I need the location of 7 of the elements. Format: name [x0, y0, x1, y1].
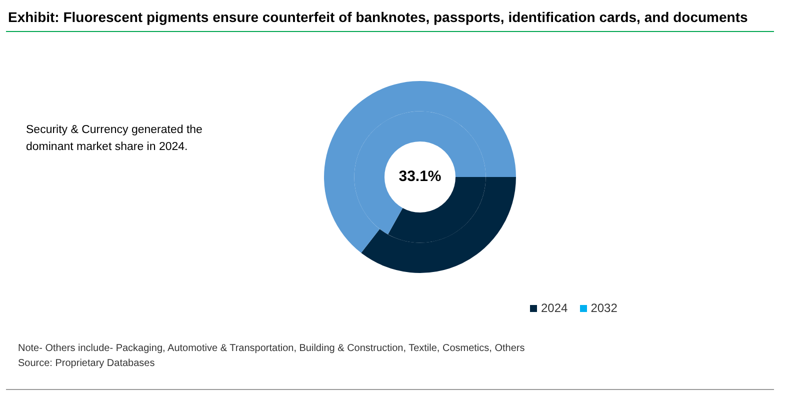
chart-title: Exhibit: Fluorescent pigments ensure counterfeit of banknotes, passports, identification cards, and documents [8, 9, 748, 25]
text: 33.1% [398, 168, 442, 186]
text: Security & Currency generated the dominant market share in 2024. [26, 123, 204, 155]
slice-label: 2032 [590, 301, 618, 315]
legend-label: 2024 [540, 301, 568, 315]
text: Note- Others include- Packaging, Automotive & Transportation, Building & Construction, Textile, Cosmetics, Others [18, 342, 525, 356]
source-note: Source: Proprietary Databases [18, 357, 156, 371]
